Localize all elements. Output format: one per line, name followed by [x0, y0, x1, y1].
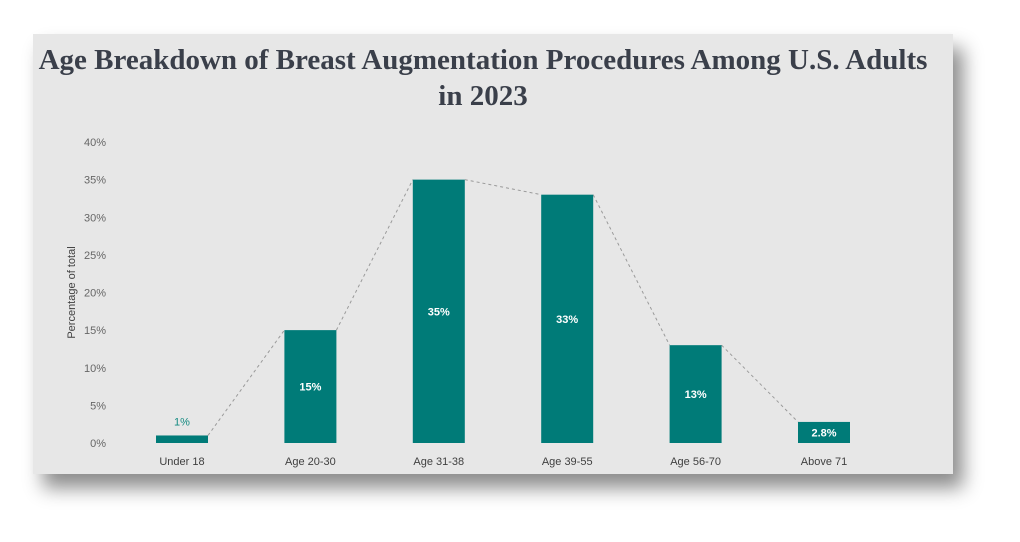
connector-segment [335, 179, 414, 331]
data-label: 2.8% [811, 427, 836, 439]
y-tick-label: 25% [84, 250, 106, 262]
data-label: 15% [299, 382, 321, 394]
x-category-label: Age 56-70 [670, 456, 721, 468]
bar [541, 194, 594, 443]
connector-segment [207, 329, 285, 436]
bar [798, 421, 850, 443]
x-category-label: Age 31-38 [413, 456, 464, 468]
bar [412, 179, 465, 443]
connector-segment [592, 194, 671, 346]
connector-segment [464, 179, 542, 196]
y-tick-label: 40% [84, 137, 106, 149]
bar [156, 435, 208, 443]
chart-panel: Age Breakdown of Breast Augmentation Pro… [33, 34, 953, 474]
y-tick-label: 0% [90, 438, 106, 450]
bar-chart: 0% 5% 10% 15% 20% 25% 30% 35% 40% Percentage of t… [66, 137, 850, 468]
y-tick-label: 15% [84, 325, 106, 337]
y-tick-label: 5% [90, 400, 106, 412]
x-category-label: Age 39-55 [542, 456, 593, 468]
y-tick-label: 10% [84, 363, 106, 375]
chart-title: Age Breakdown of Breast Augmentation Pro… [38, 44, 928, 112]
x-category-label: Age 20-30 [285, 456, 336, 468]
bar [669, 345, 722, 443]
bar [284, 330, 337, 443]
y-tick-label: 35% [84, 175, 106, 187]
data-label: 1% [174, 416, 190, 428]
x-category-label: Under 18 [159, 456, 204, 468]
data-label: 33% [556, 314, 578, 326]
y-tick-label: 20% [84, 288, 106, 300]
data-label: 13% [685, 389, 707, 401]
x-category-label: Above 71 [801, 456, 847, 468]
y-tick-label: 30% [84, 212, 106, 224]
data-label: 35% [428, 306, 450, 318]
connector-segment [721, 344, 799, 423]
y-axis-label: Percentage of total [66, 246, 78, 338]
